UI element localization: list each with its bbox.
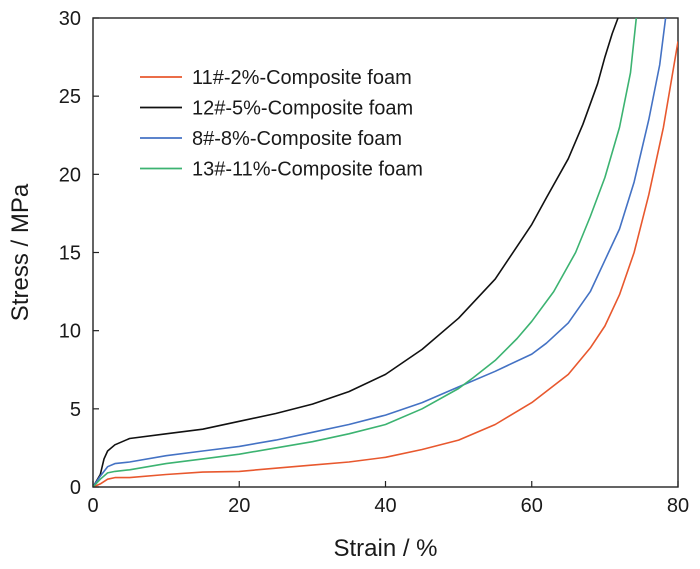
x-tick-label: 20 [228, 495, 250, 517]
series-line-3 [93, 17, 667, 487]
y-tick-label: 5 [70, 399, 81, 421]
x-tick-label: 0 [87, 495, 98, 517]
y-tick-label: 10 [59, 321, 81, 343]
y-tick-label: 25 [59, 86, 81, 108]
legend-label-1: 11#-2%-Composite foam [192, 67, 412, 89]
series-line-4 [93, 17, 638, 487]
series-line-1 [93, 41, 678, 487]
curves-layer [93, 17, 678, 487]
legend-label-4: 13#-11%-Composite foam [192, 159, 423, 181]
y-tick-label: 0 [70, 477, 81, 499]
y-tick-label: 30 [59, 8, 81, 30]
x-tick-label: 40 [374, 495, 396, 517]
legend: 11#-2%-Composite foam 12#-5%-Composite fo… [140, 67, 423, 181]
x-axis-ticks: 0 20 40 60 80 [87, 481, 689, 517]
y-tick-label: 15 [59, 243, 81, 265]
series-line-2 [93, 17, 619, 487]
y-tick-label: 20 [59, 164, 81, 186]
y-axis-title: Stress / MPa [7, 183, 34, 321]
x-axis-title: Strain / % [333, 535, 437, 562]
legend-label-3: 8#-8%-Composite foam [192, 128, 402, 150]
legend-label-2: 12#-5%-Composite foam [192, 98, 413, 120]
x-tick-label: 80 [667, 495, 689, 517]
x-tick-label: 60 [521, 495, 543, 517]
y-axis-ticks: 0 5 10 15 20 25 30 [59, 8, 99, 499]
